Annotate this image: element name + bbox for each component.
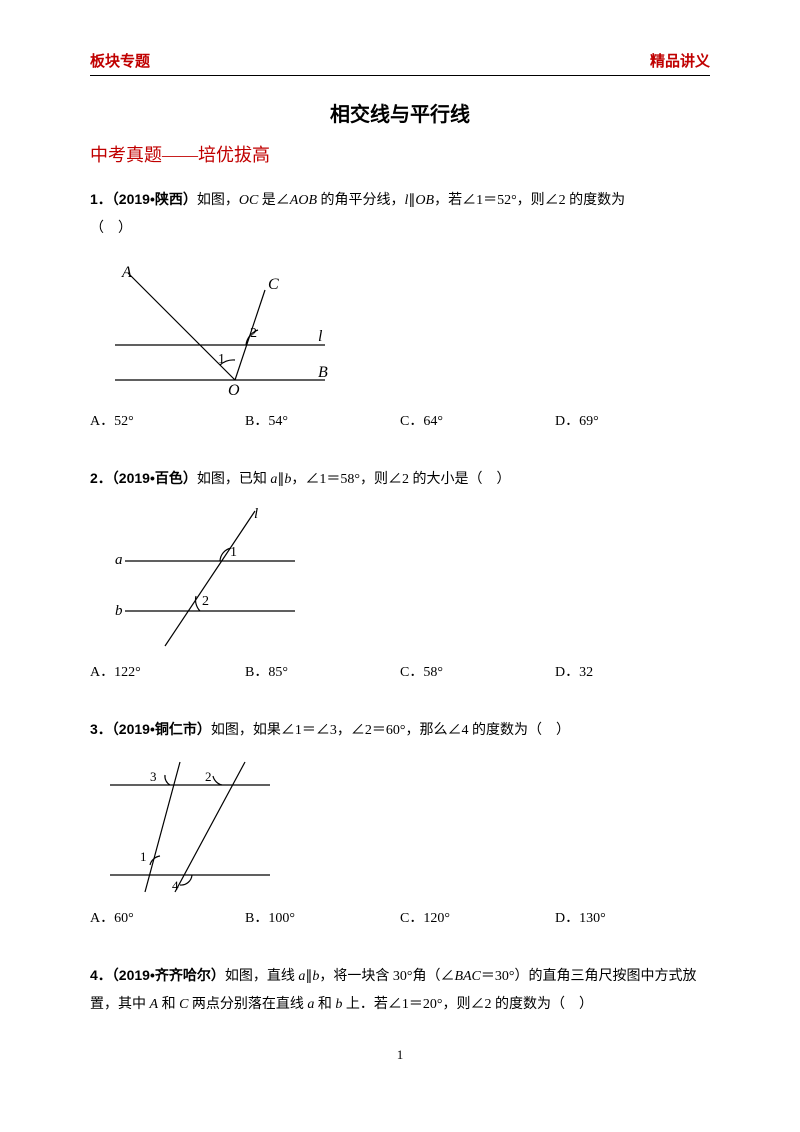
qpre: 如图， [197, 193, 239, 208]
qpre: 如图，如果 [211, 723, 281, 738]
option-d: D．130° [555, 905, 710, 933]
angle-2: 2 [250, 326, 257, 341]
label-C: C [268, 276, 279, 293]
option-a: A．122° [90, 659, 245, 687]
angle-1: 1 [140, 849, 147, 864]
angle-1: 1 [230, 545, 237, 560]
qnum: 4 [90, 967, 98, 983]
option-c: C．64° [400, 408, 555, 436]
angle-3: 3 [150, 769, 157, 784]
diagram-2: a b l 1 2 [100, 506, 710, 651]
label-l: l [318, 328, 323, 345]
qnum: 3 [90, 721, 98, 737]
question-1: 1．（2019•陕西）如图，OC 是∠AOB 的角平分线，l∥OB，若∠1＝52… [90, 185, 710, 436]
label-A: A [121, 264, 132, 281]
option-b: B．85° [245, 659, 400, 687]
question-text: 4．（2019•齐齐哈尔）如图，直线 a∥b，将一块含 30°角（∠BAC＝30… [90, 961, 710, 1019]
question-text: 3．（2019•铜仁市）如图，如果∠1＝∠3，∠2＝60°，那么∠4 的度数为（… [90, 715, 710, 745]
options-row: A．52° B．54° C．64° D．69° [90, 408, 710, 436]
diagram-3: 3 2 1 4 [100, 757, 710, 897]
options-row: A．122° B．85° C．58° D．32 [90, 659, 710, 687]
header-right: 精品讲义 [650, 50, 710, 71]
option-b: B．100° [245, 905, 400, 933]
diagram-1: A C l B O 1 2 [100, 255, 710, 400]
qsource: （2019•百色） [112, 470, 197, 486]
label-b: b [115, 603, 123, 619]
angle-2: 2 [205, 769, 212, 784]
header-left: 板块专题 [90, 50, 150, 71]
page-header: 板块专题 精品讲义 [90, 50, 710, 76]
question-4: 4．（2019•齐齐哈尔）如图，直线 a∥b，将一块含 30°角（∠BAC＝30… [90, 961, 710, 1019]
option-c: C．120° [400, 905, 555, 933]
qsource: （2019•齐齐哈尔） [112, 967, 225, 983]
label-B: B [318, 364, 328, 381]
page-title: 相交线与平行线 [90, 98, 710, 127]
question-text: 1．（2019•陕西）如图，OC 是∠AOB 的角平分线，l∥OB，若∠1＝52… [90, 185, 710, 215]
option-d: D．32 [555, 659, 710, 687]
question-2: 2．（2019•百色）如图，已知 a∥b，∠1＝58°，则∠2 的大小是（ ） … [90, 464, 710, 687]
qsource: （2019•铜仁市） [112, 721, 211, 737]
angle-2: 2 [202, 594, 209, 609]
subtitle: 中考真题——培优拔高 [90, 141, 710, 167]
question-blank: （ ） [90, 215, 710, 243]
label-a: a [115, 552, 123, 568]
question-3: 3．（2019•铜仁市）如图，如果∠1＝∠3，∠2＝60°，那么∠4 的度数为（… [90, 715, 710, 933]
options-row: A．60° B．100° C．120° D．130° [90, 905, 710, 933]
option-b: B．54° [245, 408, 400, 436]
qpre: 如图，直线 [225, 969, 299, 984]
angle-4: 4 [172, 878, 179, 893]
qpre: 如图，已知 [197, 472, 271, 487]
angle-1: 1 [218, 352, 225, 367]
label-l: l [254, 506, 258, 522]
option-a: A．60° [90, 905, 245, 933]
option-a: A．52° [90, 408, 245, 436]
qnum: 2 [90, 470, 98, 486]
label-O: O [228, 382, 240, 399]
qnum: 1 [90, 191, 98, 207]
question-text: 2．（2019•百色）如图，已知 a∥b，∠1＝58°，则∠2 的大小是（ ） [90, 464, 710, 494]
option-c: C．58° [400, 659, 555, 687]
qsource: （2019•陕西） [112, 191, 197, 207]
page-number: 1 [90, 1047, 710, 1063]
option-d: D．69° [555, 408, 710, 436]
